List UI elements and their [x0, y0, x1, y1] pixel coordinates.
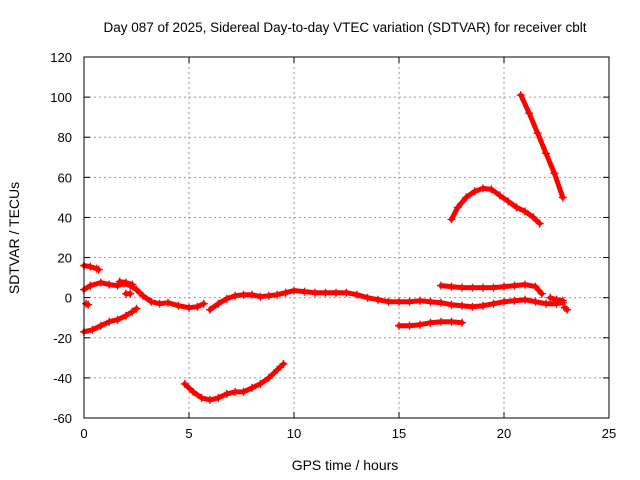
- y-tick-label: -40: [53, 371, 72, 386]
- series-arc-3: [82, 299, 93, 309]
- series-arc-4: [80, 304, 141, 336]
- y-tick-label: 0: [65, 291, 72, 306]
- data-point-markers: [115, 277, 137, 289]
- x-tick-label: 0: [80, 426, 87, 441]
- chart-title: Day 087 of 2025, Sidereal Day-to-day VTE…: [104, 20, 587, 35]
- y-tick-label: 80: [58, 130, 72, 145]
- series-arc-8: [206, 286, 567, 314]
- data-point-markers: [516, 91, 567, 202]
- data-layer: [80, 91, 571, 404]
- series-arc-1: [80, 261, 103, 274]
- plot-frame: [83, 56, 610, 419]
- data-point-markers: [447, 184, 544, 228]
- x-tick-label: 10: [287, 426, 301, 441]
- y-axis-label: SDTVAR / TECUs: [6, 182, 22, 294]
- x-tick-label: 5: [185, 426, 192, 441]
- y-tick-label: 100: [50, 90, 72, 105]
- data-point-markers: [206, 286, 567, 314]
- y-tick-label: 60: [58, 170, 72, 185]
- series-line: [81, 280, 207, 311]
- y-tick-label: -20: [53, 331, 72, 346]
- series-line: [449, 185, 543, 226]
- series-arc-6: [122, 289, 135, 298]
- series-arc-9: [395, 317, 466, 330]
- series-arc-11: [447, 184, 544, 228]
- ticks: 0 5 10 15 20 25 -60 -40 -20 0 20 40 60 80 100 120: [50, 50, 616, 441]
- data-point-markers: [437, 280, 546, 298]
- y-tick-label: 40: [58, 210, 72, 225]
- series-arc-7: [180, 359, 288, 404]
- series-arc-12: [516, 91, 567, 202]
- y-tick-label: 20: [58, 251, 72, 266]
- series-line: [438, 282, 545, 297]
- x-axis-label: GPS time / hours: [292, 457, 399, 473]
- series-arc-5: [115, 277, 137, 289]
- data-point-markers: [180, 359, 288, 404]
- data-point-markers: [546, 293, 567, 305]
- data-point-markers: [395, 317, 466, 330]
- data-point-markers: [122, 289, 135, 298]
- series-arc-14: [560, 303, 571, 314]
- data-point-markers: [560, 303, 571, 314]
- x-tick-label: 15: [392, 426, 406, 441]
- grid: [84, 57, 609, 418]
- series-line: [207, 288, 566, 313]
- series-arc-10: [437, 280, 546, 298]
- y-tick-label: -60: [53, 411, 72, 426]
- data-point-markers: [82, 299, 93, 309]
- x-tick-label: 25: [602, 426, 616, 441]
- series-arc-13: [546, 293, 567, 305]
- series-line: [518, 92, 566, 200]
- y-tick-label: 120: [50, 50, 72, 65]
- x-tick-label: 20: [497, 426, 511, 441]
